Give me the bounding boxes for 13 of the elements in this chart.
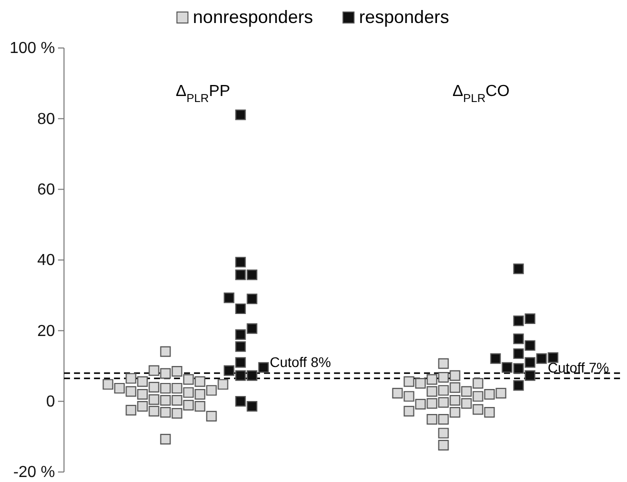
ref-line-label: Cutoff 7% <box>548 359 609 376</box>
legend-label: responders <box>359 7 450 27</box>
ref-line-label: Cutoff 8% <box>270 354 331 370</box>
y-tick-label: 20 <box>37 322 56 340</box>
x-tick-label: Δ$_{PLR}$CO <box>452 83 510 105</box>
y-tick-label: 40 <box>37 252 56 270</box>
x-tick-label: Δ$_{PLR}$PP <box>176 83 230 105</box>
y-tick-label: 0 <box>46 393 56 410</box>
y-tick-label: 80 <box>37 110 56 128</box>
legend-label: nonresponders <box>192 7 314 27</box>
y-tick-label: 60 <box>37 181 56 198</box>
y-tick-label: -20 % <box>13 464 55 482</box>
y-tick-label: 100 % <box>10 40 55 58</box>
